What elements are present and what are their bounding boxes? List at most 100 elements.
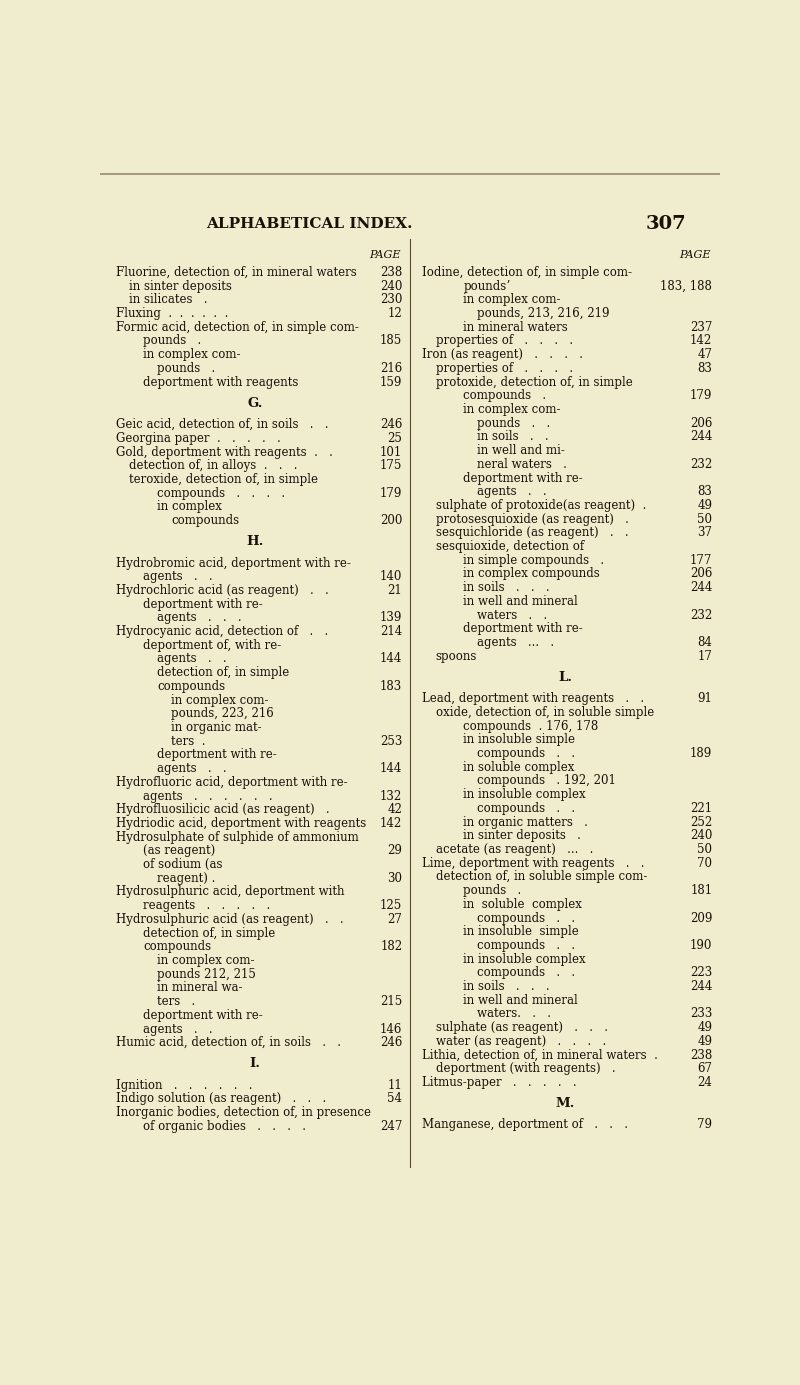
Text: properties of   .   .   .   .: properties of . . . .	[435, 335, 573, 348]
Text: compounds   .   .: compounds . .	[478, 939, 575, 951]
Text: (as reagent): (as reagent)	[143, 845, 216, 857]
Text: in well and mi-: in well and mi-	[478, 445, 566, 457]
Text: of sodium (as: of sodium (as	[143, 859, 223, 871]
Text: Hydrofluosilicic acid (as reagent)   .: Hydrofluosilicic acid (as reagent) .	[115, 803, 329, 816]
Text: Gold, deportment with reagents  .   .: Gold, deportment with reagents . .	[115, 446, 332, 458]
Text: 49: 49	[698, 1021, 712, 1035]
Text: compounds: compounds	[143, 940, 211, 953]
Text: 247: 247	[380, 1120, 402, 1133]
Text: 49: 49	[698, 1035, 712, 1048]
Text: 206: 206	[690, 417, 712, 429]
Text: detection of, in simple: detection of, in simple	[143, 927, 276, 939]
Text: 37: 37	[698, 526, 712, 539]
Text: in soluble complex: in soluble complex	[463, 760, 575, 774]
Text: pounds   .   .: pounds . .	[478, 417, 550, 429]
Text: protoxide, detection of, in simple: protoxide, detection of, in simple	[435, 375, 632, 389]
Text: Lime, deportment with reagents   .   .: Lime, deportment with reagents . .	[422, 857, 644, 870]
Text: 142: 142	[380, 817, 402, 830]
Text: 240: 240	[690, 830, 712, 842]
Text: Hydrocyanic acid, detection of   .   .: Hydrocyanic acid, detection of . .	[115, 625, 328, 638]
Text: in insoluble complex: in insoluble complex	[463, 788, 586, 801]
Text: 230: 230	[380, 294, 402, 306]
Text: L.: L.	[558, 670, 572, 684]
Text: 42: 42	[387, 803, 402, 816]
Text: agents   .   .: agents . .	[143, 1022, 213, 1036]
Text: acetate (as reagent)   ...   .: acetate (as reagent) ... .	[435, 843, 593, 856]
Text: 67: 67	[698, 1062, 712, 1075]
Text: 144: 144	[380, 652, 402, 665]
Text: 238: 238	[380, 266, 402, 278]
Text: 238: 238	[690, 1048, 712, 1061]
Text: pounds, 213, 216, 219: pounds, 213, 216, 219	[478, 307, 610, 320]
Text: 307: 307	[646, 215, 686, 233]
Text: in complex compounds: in complex compounds	[463, 568, 600, 580]
Text: 237: 237	[690, 321, 712, 334]
Text: 179: 179	[690, 389, 712, 402]
Text: 216: 216	[380, 361, 402, 375]
Text: 185: 185	[380, 335, 402, 348]
Text: in complex com-: in complex com-	[463, 403, 561, 416]
Text: 83: 83	[698, 485, 712, 499]
Text: 29: 29	[387, 845, 402, 857]
Text: Manganese, deportment of   .   .   .: Manganese, deportment of . . .	[422, 1119, 628, 1132]
Text: in soils   .   .   .: in soils . . .	[463, 981, 550, 993]
Text: 221: 221	[690, 802, 712, 814]
Text: neral waters   .: neral waters .	[478, 458, 567, 471]
Text: Geic acid, detection of, in soils   .   .: Geic acid, detection of, in soils . .	[115, 418, 328, 431]
Text: 253: 253	[380, 734, 402, 748]
Text: 183, 188: 183, 188	[660, 280, 712, 292]
Text: agents   .   .: agents . .	[478, 485, 547, 499]
Text: 179: 179	[380, 486, 402, 500]
Text: 244: 244	[690, 582, 712, 594]
Text: 181: 181	[690, 884, 712, 897]
Text: compounds   .: compounds .	[463, 389, 546, 402]
Text: in silicates   .: in silicates .	[130, 294, 208, 306]
Text: 11: 11	[387, 1079, 402, 1091]
Text: 177: 177	[690, 554, 712, 566]
Text: 50: 50	[698, 512, 712, 526]
Text: 25: 25	[387, 432, 402, 445]
Text: Inorganic bodies, detection of, in presence: Inorganic bodies, detection of, in prese…	[115, 1107, 370, 1119]
Text: PAGE: PAGE	[370, 249, 401, 260]
Text: Iron (as reagent)   .   .   .   .: Iron (as reagent) . . . .	[422, 348, 582, 361]
Text: pounds   .: pounds .	[158, 361, 216, 375]
Text: Hydrosulphuric acid (as reagent)   .   .: Hydrosulphuric acid (as reagent) . .	[115, 913, 343, 927]
Text: sesquichloride (as reagent)   .   .: sesquichloride (as reagent) . .	[435, 526, 628, 539]
Text: Hydrofluoric acid, deportment with re-: Hydrofluoric acid, deportment with re-	[115, 776, 347, 789]
Text: compounds   .   .: compounds . .	[478, 802, 575, 814]
Text: in complex com-: in complex com-	[171, 694, 269, 706]
Text: detection of, in soluble simple com-: detection of, in soluble simple com-	[435, 870, 647, 884]
Text: 244: 244	[690, 431, 712, 443]
Text: 214: 214	[380, 625, 402, 638]
Text: PAGE: PAGE	[679, 249, 710, 260]
Text: H.: H.	[246, 535, 264, 548]
Text: 209: 209	[690, 911, 712, 925]
Text: compounds: compounds	[171, 514, 239, 528]
Text: Hydrosulphate of sulphide of ammonium: Hydrosulphate of sulphide of ammonium	[115, 831, 358, 843]
Text: 84: 84	[698, 636, 712, 650]
Text: Formic acid, detection of, in simple com-: Formic acid, detection of, in simple com…	[115, 321, 358, 334]
Text: deportment with re-: deportment with re-	[143, 1008, 263, 1022]
Text: Lead, deportment with reagents   .   .: Lead, deportment with reagents . .	[422, 692, 644, 705]
Text: 12: 12	[387, 307, 402, 320]
Text: 21: 21	[387, 584, 402, 597]
Text: deportment with re-: deportment with re-	[143, 598, 263, 611]
Text: 146: 146	[380, 1022, 402, 1036]
Text: in complex com-: in complex com-	[463, 294, 561, 306]
Text: in organic mat-: in organic mat-	[171, 722, 262, 734]
Text: in organic matters   .: in organic matters .	[463, 816, 588, 828]
Text: in well and mineral: in well and mineral	[463, 994, 578, 1007]
Text: 91: 91	[698, 692, 712, 705]
Text: 70: 70	[698, 857, 712, 870]
Text: 27: 27	[387, 913, 402, 927]
Text: reagent) .: reagent) .	[158, 871, 216, 885]
Text: 30: 30	[387, 871, 402, 885]
Text: 182: 182	[380, 940, 402, 953]
Text: in soils   .   .   .: in soils . . .	[463, 582, 550, 594]
Text: 246: 246	[380, 418, 402, 431]
Text: 232: 232	[690, 608, 712, 622]
Text: compounds   .   .: compounds . .	[478, 747, 575, 760]
Text: 140: 140	[380, 571, 402, 583]
Text: ters   .: ters .	[158, 994, 195, 1008]
Text: 144: 144	[380, 762, 402, 776]
